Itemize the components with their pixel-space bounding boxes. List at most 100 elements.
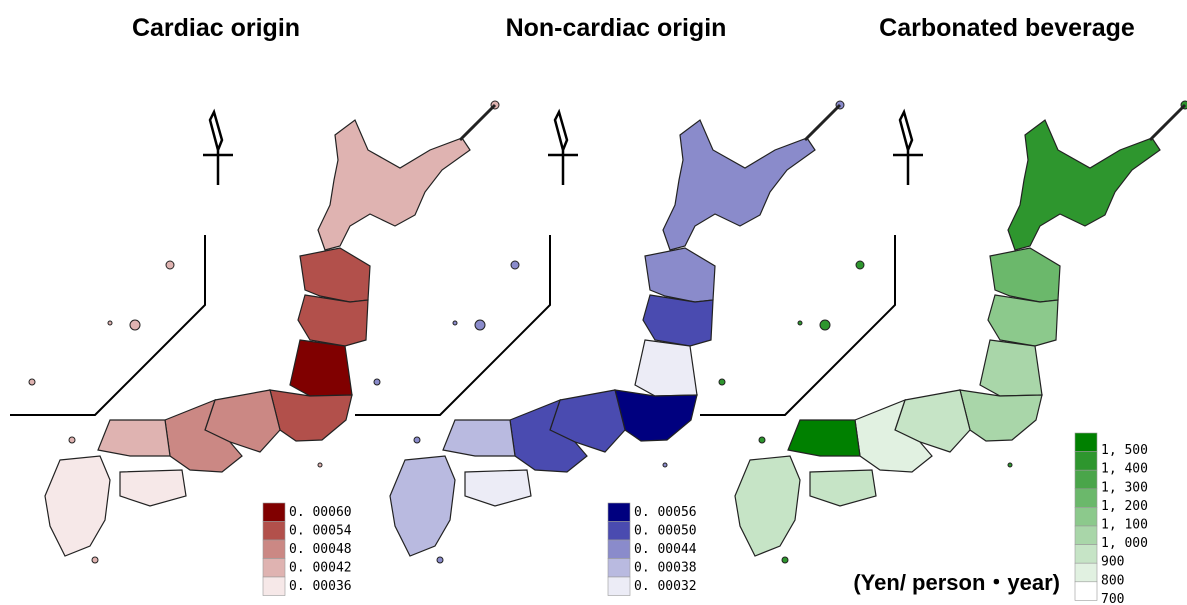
region (442, 419, 516, 457)
unit-label: (Yen/ person・year) (853, 570, 1060, 595)
island-chain (803, 103, 842, 142)
island (781, 556, 789, 564)
legend-label: 1, 400 (1101, 462, 1148, 477)
island (797, 320, 803, 326)
north-arrow (548, 108, 578, 185)
region (164, 398, 243, 473)
region (44, 455, 111, 557)
legend-swatch (262, 539, 286, 559)
region (509, 398, 588, 473)
legend-swatch (607, 558, 631, 578)
legend-swatch (1074, 451, 1098, 471)
island (819, 319, 831, 331)
legend-swatch (1074, 507, 1098, 527)
region (979, 339, 1043, 397)
legend-label: 0. 00060 (289, 505, 352, 520)
region (854, 398, 933, 473)
region (269, 389, 353, 442)
island (129, 319, 141, 331)
island (317, 462, 323, 468)
legend-swatch (262, 521, 286, 541)
island (510, 260, 520, 270)
legend-label: 1, 300 (1101, 480, 1148, 495)
legend-label: 0. 00044 (634, 542, 697, 557)
legend-label: 0. 00056 (634, 505, 697, 520)
legend-swatch (262, 502, 286, 522)
region (959, 389, 1043, 442)
legend-label: 0. 00048 (289, 542, 352, 557)
region (734, 455, 801, 557)
map-panel: Cardiac origin 0. 00060 0. 00054 0. 00048 0.… (10, 14, 500, 596)
legend-label: 1, 500 (1101, 443, 1148, 458)
region (662, 119, 816, 251)
panel-title: Non-cardiac origin (506, 14, 727, 42)
legend-swatch (262, 576, 286, 596)
island (413, 436, 421, 444)
legend-label: 0. 00032 (634, 579, 697, 594)
region (389, 455, 456, 557)
island (1007, 462, 1013, 468)
legend-swatch (1074, 469, 1098, 490)
region (1007, 119, 1161, 251)
island (91, 556, 99, 564)
region (297, 294, 369, 347)
region (97, 419, 171, 457)
legend-swatch (1074, 488, 1098, 508)
island (68, 436, 76, 444)
legend-swatch (1074, 525, 1098, 545)
map-panel: Carbonated beverage 1, 500 1, 400 1, 300 1, … (700, 14, 1187, 605)
legend-label: 0. 00038 (634, 560, 697, 575)
legend-swatch (607, 521, 631, 541)
inset-frame (700, 235, 896, 416)
region (987, 294, 1059, 347)
legend-label: 700 (1101, 592, 1124, 605)
region (317, 119, 471, 251)
inset-frame (355, 235, 551, 416)
legend-label: 1, 200 (1101, 499, 1148, 514)
legend-swatch (1074, 562, 1098, 583)
legend-label: 0. 00054 (289, 523, 352, 538)
legend-label: 900 (1101, 555, 1124, 570)
region (464, 469, 532, 507)
region (787, 419, 861, 457)
panel-title: Cardiac origin (132, 14, 300, 42)
legend-swatch (607, 576, 631, 596)
map-panel: Non-cardiac origin 0. 00056 0. 00050 0. 000… (355, 14, 845, 596)
island-chain (1148, 103, 1187, 142)
legend-label: 800 (1101, 573, 1124, 588)
region (614, 389, 698, 442)
island (758, 436, 766, 444)
island (373, 378, 381, 386)
legend-swatch (1074, 544, 1098, 564)
island (165, 260, 175, 270)
island (436, 556, 444, 564)
region (289, 339, 353, 397)
region (809, 469, 877, 507)
inset-frame (10, 235, 206, 416)
panel-title: Carbonated beverage (879, 14, 1135, 42)
island (107, 320, 113, 326)
legend-label: 0. 00042 (289, 560, 352, 575)
legend-swatch (607, 539, 631, 559)
island (662, 462, 668, 468)
legend-label: 0. 00050 (634, 523, 697, 538)
region (642, 294, 714, 347)
island (718, 378, 726, 386)
island (452, 320, 458, 326)
legend-label: 1, 100 (1101, 518, 1148, 533)
legend-swatch (1074, 432, 1098, 452)
legend-swatch (607, 502, 631, 522)
island (855, 260, 865, 270)
island (474, 319, 486, 331)
legend-label: 0. 00036 (289, 579, 352, 594)
island (28, 378, 36, 386)
region (119, 469, 187, 507)
legend-swatch (262, 558, 286, 578)
legend-swatch (1074, 581, 1098, 601)
island-chain (458, 103, 497, 142)
north-arrow (893, 108, 923, 185)
region (634, 339, 698, 397)
legend-label: 1, 000 (1101, 536, 1148, 551)
